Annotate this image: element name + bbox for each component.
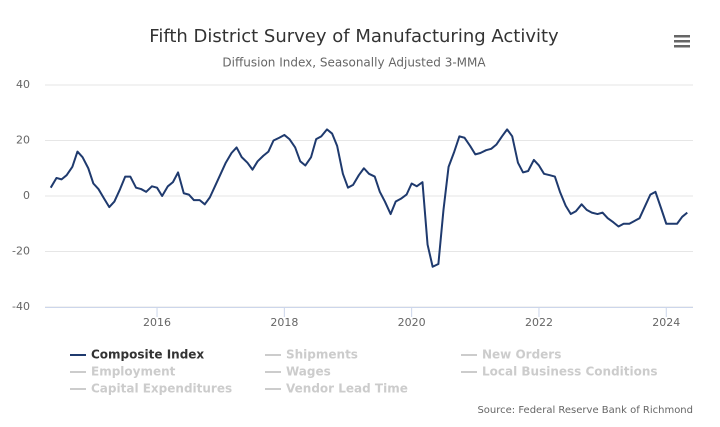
legend-label: Wages: [286, 365, 331, 379]
y-tick-label: -20: [12, 245, 30, 258]
legend-label: Capital Expenditures: [91, 382, 232, 396]
legend-label: Employment: [91, 365, 176, 379]
x-tick-label: 2018: [270, 316, 298, 329]
legend-item[interactable]: Composite Index: [70, 348, 204, 362]
legend-item[interactable]: Capital Expenditures: [70, 382, 232, 396]
legend-item[interactable]: Vendor Lead Time: [265, 382, 408, 396]
y-tick-label: 20: [16, 134, 30, 147]
menu-button[interactable]: [672, 30, 692, 50]
x-tick-label: 2024: [652, 316, 680, 329]
y-tick-label: 40: [16, 78, 30, 91]
legend-label: Local Business Conditions: [482, 365, 658, 379]
x-tick-label: 2022: [525, 316, 553, 329]
legend-label: Shipments: [286, 348, 358, 362]
legend-label: New Orders: [482, 348, 561, 362]
source-note: Source: Federal Reserve Bank of Richmond: [477, 405, 693, 416]
x-tick-label: 2020: [398, 316, 426, 329]
legend-label: Composite Index: [91, 348, 204, 362]
legend-item[interactable]: New Orders: [461, 348, 561, 362]
legend-item[interactable]: Local Business Conditions: [461, 365, 658, 379]
chart-title: Fifth District Survey of Manufacturing A…: [149, 26, 559, 47]
y-tick-label: 0: [23, 189, 30, 202]
x-tick-label: 2016: [143, 316, 171, 329]
legend-item[interactable]: Wages: [265, 365, 331, 379]
legend-item[interactable]: Shipments: [265, 348, 358, 362]
chart-subtitle: Diffusion Index, Seasonally Adjusted 3-M…: [222, 56, 486, 70]
legend-item[interactable]: Employment: [70, 365, 176, 379]
y-tick-label: -40: [12, 300, 30, 313]
legend-label: Vendor Lead Time: [286, 382, 408, 396]
data-line: [49, 128, 688, 268]
